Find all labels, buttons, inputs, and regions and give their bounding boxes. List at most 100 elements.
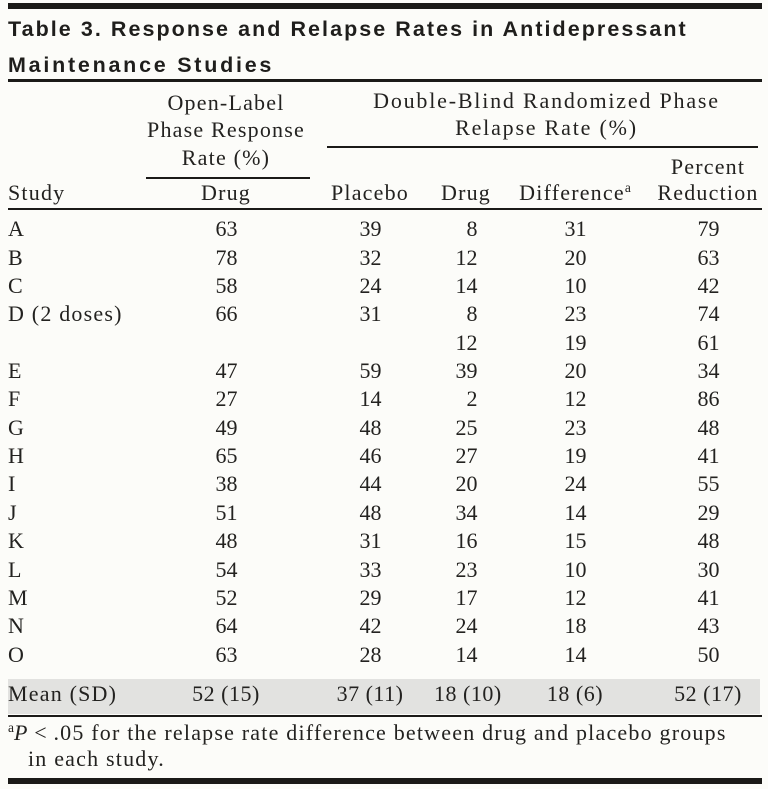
cell-placebo: 48 <box>306 414 434 442</box>
cell-value: 65 <box>215 443 238 469</box>
cell-drug: 14 <box>434 641 498 669</box>
table-row: L 54 33 23 10 30 <box>8 556 764 584</box>
table-row: C 58 24 14 10 42 <box>8 272 764 300</box>
cell-difference: 19 <box>498 442 652 470</box>
table-title: Table 3. Response and Relapse Rates in A… <box>8 11 764 83</box>
cell-difference: 12 <box>498 385 652 413</box>
cell-value: 27 <box>455 443 478 469</box>
cell-value: 20 <box>455 471 478 497</box>
cell-study: B <box>8 244 24 270</box>
cell-value: 19 <box>564 329 587 355</box>
cell-drug: 8 <box>434 215 498 243</box>
cell-open-label-drug: 78 <box>146 244 306 272</box>
cell-difference: 10 <box>498 556 652 584</box>
cell-value: 8 <box>466 301 478 327</box>
cell-value: 23 <box>564 414 587 440</box>
mean-cell-open-label-drug: 52 (15) <box>192 680 260 706</box>
cell-difference: 23 <box>498 414 652 442</box>
cell-value: 47 <box>215 358 238 384</box>
cell-difference: 19 <box>498 329 652 357</box>
cell-value: 39 <box>359 216 382 242</box>
title-rule <box>8 79 762 82</box>
cell-drug: 34 <box>434 499 498 527</box>
cell-percent-reduction: 79 <box>652 215 764 243</box>
cell-drug: 17 <box>434 584 498 612</box>
cell-study: H <box>8 443 26 469</box>
table-row: O 63 28 14 14 50 <box>8 641 764 669</box>
cell-value: 46 <box>359 443 382 469</box>
table-row: K 48 31 16 15 48 <box>8 527 764 555</box>
footnote-line2: in each study. <box>28 745 165 771</box>
cell-placebo <box>306 329 434 357</box>
table-row: N 64 42 24 18 43 <box>8 612 764 640</box>
cell-percent-reduction: 34 <box>652 357 764 385</box>
cell-open-label-drug: 27 <box>146 385 306 413</box>
cell-value: 41 <box>697 443 720 469</box>
cell-drug: 24 <box>434 612 498 640</box>
table-row: A 63 39 8 31 79 <box>8 215 764 243</box>
table-row: G 49 48 25 23 48 <box>8 414 764 442</box>
cell-value: 61 <box>697 329 720 355</box>
cell-value: 31 <box>359 301 382 327</box>
open-label-group-header: Open-Label Phase Response Rate (%) <box>146 89 306 172</box>
cell-open-label-drug: 38 <box>146 470 306 498</box>
cell-placebo: 24 <box>306 272 434 300</box>
cell-value: 39 <box>455 358 478 384</box>
cell-value: 63 <box>697 244 720 270</box>
cell-study: F <box>8 386 22 412</box>
cell-open-label-drug: 66 <box>146 300 306 328</box>
table-row: 12 19 61 <box>8 329 764 357</box>
cell-value: 14 <box>564 641 587 667</box>
cell-value: 17 <box>455 584 478 610</box>
cell-value: 34 <box>697 358 720 384</box>
cell-percent-reduction: 55 <box>652 470 764 498</box>
cell-placebo: 31 <box>306 527 434 555</box>
cell-open-label-drug: 48 <box>146 527 306 555</box>
cell-value: 18 <box>564 613 587 639</box>
double-blind-group-line2: Relapse Rate (%) <box>455 115 638 141</box>
cell-value: 48 <box>359 499 382 525</box>
cell-value: 44 <box>359 471 382 497</box>
cell-value: 48 <box>697 414 720 440</box>
cell-percent-reduction: 86 <box>652 385 764 413</box>
cell-percent-reduction: 63 <box>652 244 764 272</box>
cell-study: J <box>8 499 18 525</box>
cell-open-label-drug <box>146 329 306 357</box>
cell-value: 29 <box>697 499 720 525</box>
cell-difference: 20 <box>498 357 652 385</box>
cell-percent-reduction: 30 <box>652 556 764 584</box>
table-title-line2: Maintenance Studies <box>8 53 275 77</box>
cell-value: 23 <box>455 556 478 582</box>
cell-value: 25 <box>455 414 478 440</box>
cell-open-label-drug: 64 <box>146 612 306 640</box>
cell-drug: 23 <box>434 556 498 584</box>
cell-placebo: 31 <box>306 300 434 328</box>
cell-drug: 8 <box>434 300 498 328</box>
cell-percent-reduction: 42 <box>652 272 764 300</box>
cell-placebo: 42 <box>306 612 434 640</box>
cell-open-label-drug: 52 <box>146 584 306 612</box>
cell-placebo: 48 <box>306 499 434 527</box>
cell-difference: 31 <box>498 215 652 243</box>
cell-open-label-drug: 63 <box>146 215 306 243</box>
cell-value: 20 <box>564 244 587 270</box>
column-header-open-label-drug: Drug <box>200 180 251 206</box>
cell-value: 86 <box>697 386 720 412</box>
cell-study: L <box>8 556 23 582</box>
open-label-group-rule <box>146 177 310 180</box>
cell-value: 34 <box>455 499 478 525</box>
mean-cell-study: Mean (SD) <box>8 680 118 706</box>
cell-value: 14 <box>564 499 587 525</box>
cell-study: M <box>8 584 29 610</box>
cell-value: 48 <box>697 528 720 554</box>
cell-value: 28 <box>359 641 382 667</box>
cell-value: 2 <box>466 386 478 412</box>
column-header-drug: Drug <box>440 180 491 206</box>
cell-study: D (2 doses) <box>8 301 123 327</box>
cell-drug: 14 <box>434 272 498 300</box>
mean-row-band <box>8 678 760 714</box>
cell-value: 24 <box>564 471 587 497</box>
cell-value: 24 <box>455 613 478 639</box>
cell-value: 64 <box>215 613 238 639</box>
